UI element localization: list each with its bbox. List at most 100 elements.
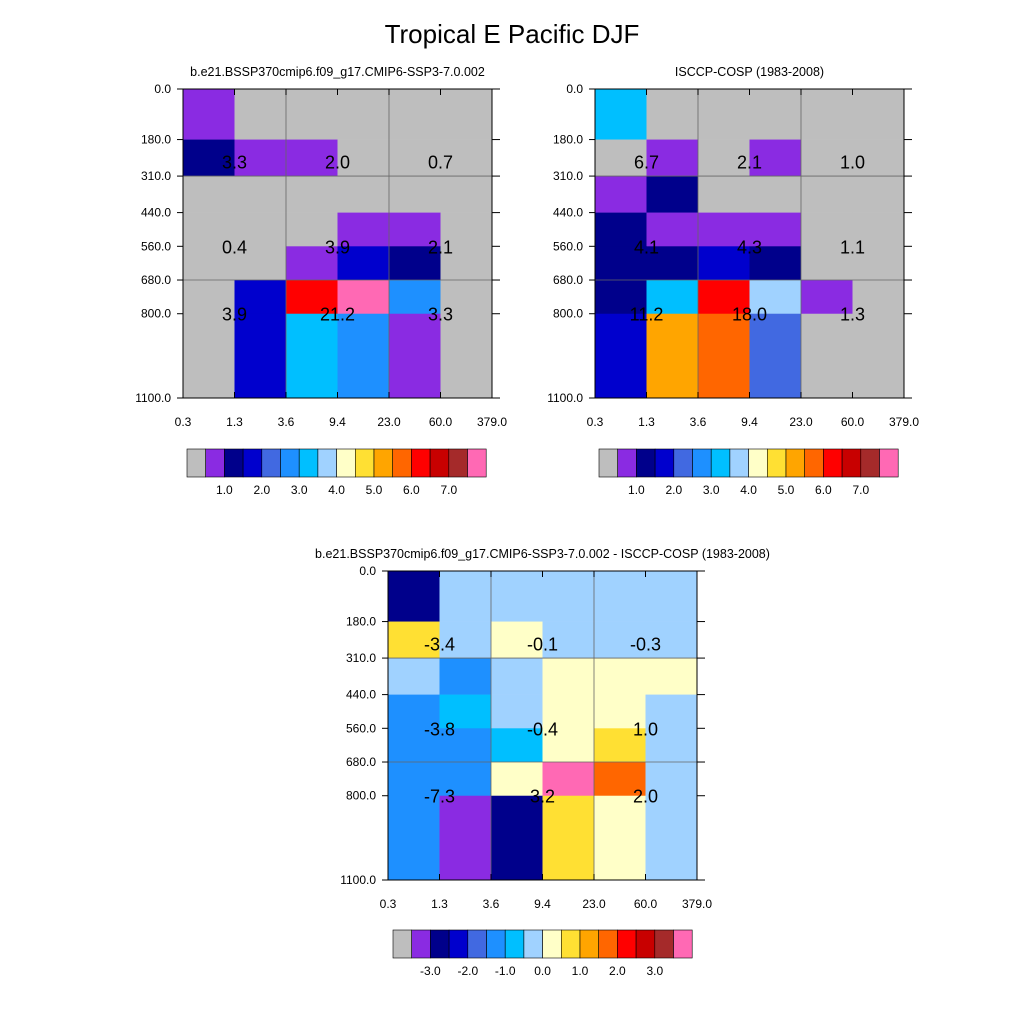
heatmap-cell — [286, 212, 338, 247]
colorbar-swatch — [710, 448, 731, 478]
cell-value-label: 1.1 — [840, 237, 865, 257]
cell-value-label: 3.9 — [325, 237, 350, 257]
heatmap-cell — [646, 212, 699, 247]
heatmap-cell — [234, 212, 287, 247]
heatmap-cell — [749, 212, 802, 247]
heatmap-cell — [595, 246, 647, 281]
y-tick-label: 310.0 — [141, 169, 171, 183]
colorbar-swatch — [448, 448, 468, 478]
heatmap-cell — [542, 621, 595, 659]
colorbar-swatch — [280, 448, 300, 478]
heatmap-cell — [491, 795, 543, 881]
heatmap-cell — [440, 212, 493, 247]
heatmap-cell — [594, 762, 646, 797]
heatmap-cell — [801, 313, 853, 399]
colorbar-swatch — [617, 929, 637, 959]
y-tick-label: 800.0 — [141, 307, 171, 321]
heatmap-cell — [286, 139, 338, 177]
heatmap-cell — [801, 212, 853, 247]
heatmap-cell — [645, 728, 698, 763]
cell-value-label: 2.1 — [737, 153, 762, 173]
colorbar-label: 6.0 — [403, 483, 420, 497]
heatmap-cell — [337, 246, 390, 281]
colorbar-label: 5.0 — [366, 483, 383, 497]
heatmap-cell — [645, 571, 698, 622]
heatmap-cell — [388, 571, 440, 622]
heatmap-cell — [234, 246, 287, 281]
colorbar-swatch — [598, 448, 619, 478]
colorbar-label: 3.0 — [646, 964, 663, 978]
heatmap-cell — [646, 246, 699, 281]
heatmap-cell — [389, 280, 441, 315]
heatmap-cell — [439, 694, 492, 729]
heatmap-cell — [337, 139, 390, 177]
colorbar-label: 1.0 — [572, 964, 589, 978]
y-tick-label: 800.0 — [553, 307, 583, 321]
y-tick-label: 1100.0 — [135, 391, 171, 405]
colorbar-label: 4.0 — [328, 483, 345, 497]
colorbar-swatch — [186, 448, 207, 478]
x-tick-label: 60.0 — [841, 415, 865, 429]
heatmap-cell — [698, 280, 750, 315]
colorbar-label: 0.0 — [534, 964, 551, 978]
colorbar-swatch — [523, 929, 543, 959]
heatmap-cell — [440, 89, 493, 140]
colorbar-swatch — [430, 929, 450, 959]
heatmap-cell — [698, 212, 750, 247]
heatmap-cell — [439, 762, 492, 797]
cell-value-label: 4.1 — [634, 237, 659, 257]
heatmap-cell — [595, 176, 647, 213]
x-tick-label: 379.0 — [477, 415, 507, 429]
cell-value-label: -0.1 — [527, 635, 558, 655]
heatmap-cell — [439, 658, 492, 695]
heatmap-cell — [852, 246, 905, 281]
figure-title: Tropical E Pacific DJF — [385, 19, 640, 49]
panel-title: ISCCP-COSP (1983-2008) — [675, 65, 824, 79]
heatmap-cell — [389, 89, 441, 140]
colorbar-swatch — [467, 448, 487, 478]
heatmap-cell — [389, 313, 441, 399]
heatmap-cell — [337, 89, 390, 140]
heatmap-cell — [595, 313, 647, 399]
y-tick-label: 1100.0 — [340, 873, 376, 887]
colorbar-swatch — [635, 929, 656, 959]
cell-value-label: 2.0 — [325, 153, 350, 173]
cell-value-label: -3.8 — [424, 719, 455, 739]
heatmap-cell — [595, 139, 647, 177]
heatmap-cell — [439, 728, 492, 763]
cell-value-label: 21.2 — [320, 305, 355, 325]
colorbar-swatch — [317, 448, 337, 478]
x-tick-label: 0.3 — [380, 897, 397, 911]
x-tick-label: 3.6 — [483, 897, 500, 911]
heatmap-cell — [440, 280, 493, 315]
y-tick-label: 180.0 — [346, 615, 376, 629]
y-tick-label: 440.0 — [553, 206, 583, 220]
heatmap-cell — [646, 176, 699, 213]
heatmap-cell — [749, 280, 802, 315]
y-tick-label: 180.0 — [553, 133, 583, 147]
heatmap-cell — [388, 795, 440, 881]
heatmap-cell — [594, 728, 646, 763]
heatmap-cell — [491, 571, 543, 622]
cell-value-label: 0.4 — [222, 237, 247, 257]
colorbar-swatch — [860, 448, 880, 478]
cell-value-label: 0.7 — [428, 153, 453, 173]
heatmap-cell — [852, 212, 905, 247]
heatmap-cell — [749, 89, 802, 140]
heatmap-cell — [337, 176, 390, 213]
panel-title: b.e21.BSSP370cmip6.f09_g17.CMIP6-SSP3-7.… — [190, 65, 485, 79]
heatmap-cell — [440, 139, 493, 177]
colorbar-swatch — [598, 929, 618, 959]
colorbar-swatch — [448, 929, 469, 959]
colorbar-swatch — [654, 929, 674, 959]
cell-value-label: 11.2 — [630, 305, 664, 325]
colorbar-label: 5.0 — [778, 483, 795, 497]
y-tick-label: 680.0 — [141, 273, 171, 287]
x-tick-label: 0.3 — [175, 415, 192, 429]
heatmap-cell — [646, 89, 699, 140]
cell-value-label: 18.0 — [732, 305, 767, 325]
heatmap-cell — [749, 313, 802, 399]
panel-observation: ISCCP-COSP (1983-2008) 6.7 2.1 1.0 4.1 4.3 1.1… — [547, 65, 919, 497]
heatmap-cell — [491, 658, 543, 695]
